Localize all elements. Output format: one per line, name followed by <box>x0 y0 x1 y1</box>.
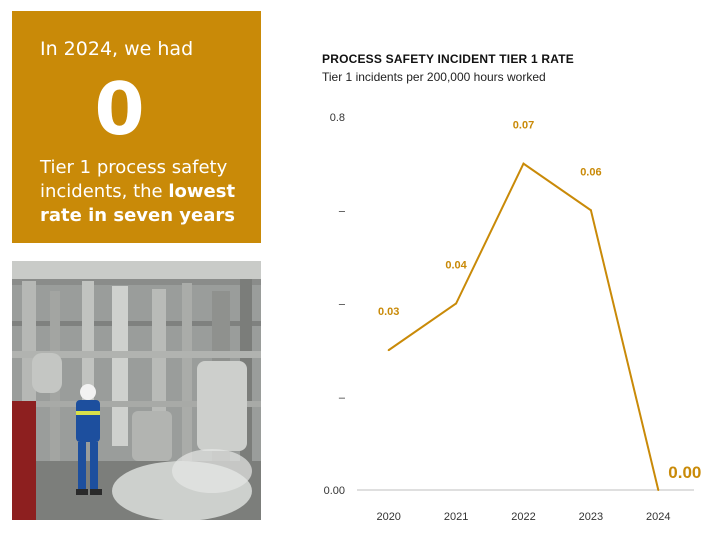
data-label: 0.07 <box>513 120 534 132</box>
highlight-desc-bold: lowest rate in seven years <box>40 181 236 226</box>
chart-title: PROCESS SAFETY INCIDENT TIER 1 RATE <box>322 52 574 66</box>
y-tick-label: 0.8 <box>330 112 345 124</box>
x-tick-label: 2020 <box>376 511 400 523</box>
chart-subtitle: Tier 1 incidents per 200,000 hours worke… <box>322 70 546 84</box>
highlight-number: 0 <box>94 67 145 151</box>
x-tick-label: 2021 <box>444 511 468 523</box>
y-tick-label: 0.00 <box>324 485 345 497</box>
data-point <box>455 302 458 305</box>
data-point <box>657 489 660 491</box>
x-tick-label: 2024 <box>646 511 670 523</box>
data-label: 0.06 <box>580 166 601 178</box>
y-tick-label: – <box>339 205 346 217</box>
highlight-description: Tier 1 process safety incidents, the low… <box>40 156 250 228</box>
data-point <box>589 209 592 212</box>
series-line <box>388 162 660 491</box>
data-label: 0.04 <box>445 260 467 272</box>
data-point <box>522 162 525 165</box>
highlight-desc-plain: Tier 1 process safety incidents, the <box>40 157 228 202</box>
data-label: 0.00 <box>668 463 701 482</box>
x-tick-label: 2023 <box>579 511 603 523</box>
y-tick-label: – <box>339 392 346 404</box>
highlight-intro: In 2024, we had <box>40 38 194 60</box>
industrial-plant-photo <box>12 261 261 520</box>
highlight-panel: In 2024, we had 0 Tier 1 process safety … <box>12 11 261 243</box>
data-point <box>387 349 390 352</box>
data-label: 0.03 <box>378 306 399 318</box>
y-tick-label: – <box>339 299 346 311</box>
x-tick-label: 2022 <box>511 511 535 523</box>
